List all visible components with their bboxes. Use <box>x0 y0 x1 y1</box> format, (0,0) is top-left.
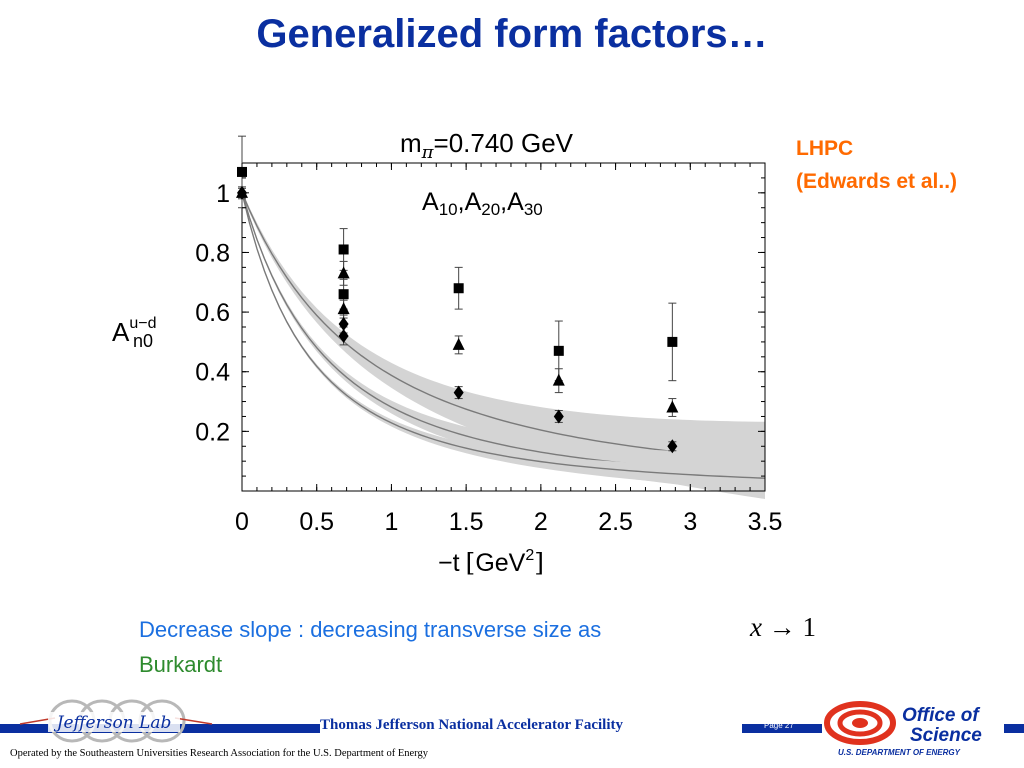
doe-office: Office of <box>902 705 980 726</box>
office-of-science-logo: Office of Science U.S. DEPARTMENT OF ENE… <box>824 701 982 757</box>
jefferson-lab-logo: Jefferson Lab <box>19 699 213 743</box>
series-label-10: 10 <box>439 200 458 219</box>
caption-math-arrow: → <box>768 612 796 642</box>
data-point-diamond <box>667 439 678 454</box>
data-point-square <box>338 244 349 255</box>
data-point-square <box>237 166 247 177</box>
fit-curve-diamond <box>241 192 766 479</box>
citation-line2: (Edwards et al..) <box>796 170 958 193</box>
data-point-triangle <box>552 373 565 386</box>
jlab-logo-text: Jefferson Lab <box>54 713 172 733</box>
x-tick-label: 0.5 <box>299 508 334 536</box>
data-point-triangle <box>452 337 465 350</box>
data-point-diamond <box>453 385 464 400</box>
fit-band-triangle <box>242 191 765 494</box>
data-markers <box>236 166 679 454</box>
x-axis-label: −t [GeV2] <box>438 547 544 577</box>
y-axis-label-sub: n0 <box>133 331 153 351</box>
series-label: A10,A20,A30 <box>422 188 543 219</box>
x-tick-label: 1.5 <box>449 508 484 536</box>
data-point-triangle <box>666 400 679 413</box>
x-axis-label-lb: [ <box>466 548 476 577</box>
data-point-triangle <box>337 302 350 315</box>
chart-title-pi: π <box>421 142 435 163</box>
x-tick-label: 0 <box>235 508 249 536</box>
y-tick-label: 0.4 <box>195 359 230 387</box>
x-tick-label: 2.5 <box>598 508 633 536</box>
data-point-diamond <box>338 328 349 343</box>
footer-bar-right <box>742 724 822 733</box>
y-axis-label: Au−d n0 <box>112 315 156 351</box>
citation-line1: LHPC <box>796 137 854 160</box>
chart-title-m: m <box>400 128 422 158</box>
y-tick-label: 1 <box>216 180 230 208</box>
slide-title: Generalized form factors… <box>256 12 768 56</box>
chart-title-rest: =0.740 GeV <box>434 128 574 158</box>
y-axis-label-a: A <box>112 317 130 347</box>
chart-title: mπ=0.740 GeV <box>400 128 574 163</box>
data-point-square <box>338 289 349 300</box>
series-label-a1: A <box>422 188 439 216</box>
series-label-sep2: , <box>500 188 507 216</box>
y-axis-label-sup: u−d <box>129 315 156 332</box>
data-point-triangle <box>337 266 350 279</box>
page-number: Page 27 <box>764 721 794 730</box>
y-tick-label: 0.8 <box>195 239 230 267</box>
series-label-sep1: , <box>458 188 465 216</box>
caption-math: x → 1 <box>750 612 816 643</box>
x-tick-label: 1 <box>384 508 398 536</box>
fit-bands <box>241 190 766 500</box>
data-point-square <box>553 345 564 356</box>
axis-ticks: 0 0.5 1 1.5 2 2.5 3 3.5 0.2 0.4 0.6 0.8 1 <box>195 163 782 536</box>
citation: LHPC (Edwards et al..) <box>796 132 957 198</box>
series-label-30: 30 <box>524 200 543 219</box>
x-tick-label: 3 <box>683 508 697 536</box>
caption-math-x: x <box>750 612 762 642</box>
caption-line1: Decrease slope : decreasing transverse s… <box>139 617 602 642</box>
caption-line2: Burkardt <box>139 652 223 677</box>
fit-band-square <box>242 190 765 500</box>
facility-name: Thomas Jefferson National Accelerator Fa… <box>320 717 623 733</box>
fit-band-diamond <box>242 192 765 490</box>
series-label-a2: A <box>465 188 482 216</box>
form-factor-chart: 0 0.5 1 1.5 2 2.5 3 3.5 0.2 0.4 0.6 0.8 1 mπ=0.740 G… <box>112 128 782 577</box>
data-point-square <box>667 336 678 347</box>
x-axis-label-unit: GeV <box>475 549 525 577</box>
x-tick-label: 2 <box>534 508 548 536</box>
operated-by: Operated by the Southeastern Universitie… <box>10 748 428 759</box>
caption-math-one: 1 <box>802 612 816 642</box>
doe-science: Science <box>910 725 982 746</box>
series-label-a3: A <box>507 188 524 216</box>
doe-dept: U.S. DEPARTMENT OF ENERGY <box>838 748 961 757</box>
y-tick-label: 0.2 <box>195 418 230 446</box>
data-point-diamond <box>553 409 564 424</box>
x-axis-label-sup: 2 <box>525 547 534 564</box>
x-tick-label: 3.5 <box>748 508 783 536</box>
x-axis-label-t: −t <box>438 549 460 577</box>
series-label-20: 20 <box>481 200 500 219</box>
footer-bar-far <box>1004 724 1024 733</box>
data-point-square <box>453 283 464 294</box>
x-axis-label-rb: ] <box>534 548 544 577</box>
data-point-diamond <box>338 317 349 332</box>
y-tick-label: 0.6 <box>195 299 230 327</box>
